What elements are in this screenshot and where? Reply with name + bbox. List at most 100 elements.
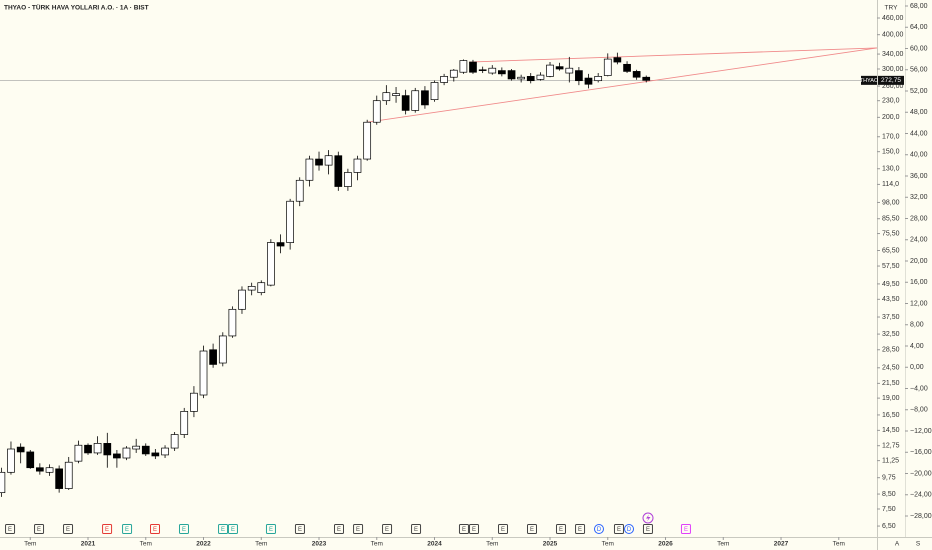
- candle-body: [103, 443, 112, 456]
- x-tick-label: Tem: [255, 541, 267, 548]
- candle-body: [16, 446, 25, 453]
- symbol-badge: [861, 75, 877, 85]
- y-tick-label: 28,50: [882, 347, 900, 354]
- event-label: E: [356, 527, 360, 533]
- y2-tick-label: −28,00: [910, 513, 932, 520]
- event-marker[interactable]: [265, 524, 276, 534]
- event-marker[interactable]: [680, 524, 691, 534]
- y-tick-label: 340,00: [882, 51, 904, 58]
- candle-body: [526, 76, 535, 82]
- y2-tick-label: 48,00: [910, 109, 928, 116]
- y2-tick-label: 0,00: [910, 364, 924, 371]
- event-marker[interactable]: [575, 524, 586, 534]
- candle-body: [623, 63, 631, 72]
- candle-body: [449, 69, 458, 78]
- x-tick-label: 2025: [543, 541, 558, 548]
- y2-tick-label: −20,00: [910, 470, 932, 477]
- event-marker[interactable]: [411, 524, 422, 534]
- candle-body: [64, 461, 73, 489]
- event-marker[interactable]: [333, 524, 344, 534]
- event-marker[interactable]: [150, 524, 161, 534]
- x-tick-label: Tem: [24, 541, 36, 548]
- event-marker[interactable]: [498, 524, 509, 534]
- candle-body: [353, 158, 362, 173]
- candle-body: [286, 200, 294, 243]
- x-tick-label: Tem: [833, 541, 845, 548]
- event-label: E: [472, 527, 476, 533]
- event-marker[interactable]: [63, 524, 74, 534]
- candle-body: [440, 76, 448, 83]
- event-label: E: [231, 527, 235, 533]
- event-marker[interactable]: [458, 524, 469, 534]
- event-marker[interactable]: [34, 524, 45, 534]
- event-label: E: [684, 527, 688, 533]
- event-marker[interactable]: [555, 524, 566, 534]
- candle-body: [334, 155, 343, 187]
- y2-tick-label: −16,00: [910, 449, 932, 456]
- y-tick-label: 12,75: [882, 443, 900, 450]
- y-tick-label: 37,50: [882, 314, 900, 321]
- event-marker[interactable]: [5, 524, 16, 534]
- y2-tick-label: 44,00: [910, 130, 928, 137]
- event-marker[interactable]: [624, 524, 635, 534]
- y2-tick-label: 36,00: [910, 173, 928, 180]
- event-marker[interactable]: [122, 524, 133, 534]
- candle-body: [565, 67, 574, 74]
- y2-tick-label: 68,00: [910, 3, 928, 10]
- candle-body: [74, 444, 83, 462]
- y2-tick-label: 4,00: [910, 343, 924, 350]
- event-marker[interactable]: [294, 524, 305, 534]
- event-marker[interactable]: [593, 524, 604, 534]
- symbol-label: THYAO: [860, 78, 879, 84]
- candle-body: [430, 82, 439, 101]
- y-tick-label: 7,50: [882, 506, 896, 513]
- candle-body: [555, 66, 564, 70]
- event-marker[interactable]: [353, 524, 364, 534]
- currency: TRY: [885, 5, 899, 12]
- y-tick-label: 230,0: [882, 98, 900, 105]
- event-marker[interactable]: [218, 524, 229, 534]
- y2-tick-label: 56,00: [910, 67, 928, 74]
- candle-body: [382, 92, 391, 102]
- candle-body: [469, 61, 477, 73]
- candle-body: [411, 90, 420, 111]
- candle-body: [517, 76, 525, 80]
- scale-button[interactable]: S: [916, 541, 921, 548]
- y2-tick-label: −12,00: [910, 428, 932, 435]
- event-marker[interactable]: [469, 524, 480, 534]
- candle-body: [122, 447, 131, 459]
- scale-button[interactable]: A: [895, 541, 900, 548]
- event-marker[interactable]: [382, 524, 393, 534]
- event-label: E: [462, 527, 466, 533]
- y2-tick-label: 12,00: [910, 300, 928, 307]
- candle-body: [363, 121, 372, 160]
- event-marker[interactable]: [613, 524, 624, 534]
- event-marker[interactable]: [178, 524, 189, 534]
- candle-body: [132, 445, 141, 450]
- y-tick-label: 8,50: [882, 491, 896, 498]
- event-label: E: [530, 527, 534, 533]
- y2-tick-label: −24,00: [910, 492, 932, 499]
- event-label: E: [8, 527, 12, 533]
- candle-body: [247, 285, 256, 291]
- event-marker[interactable]: [642, 524, 653, 534]
- candle-body: [488, 67, 497, 74]
- y-tick-label: 98,00: [882, 199, 900, 206]
- candle-body: [478, 69, 487, 71]
- candle-body: [344, 172, 352, 187]
- candle-body: [305, 158, 314, 181]
- candle-body: [372, 100, 381, 123]
- event-marker[interactable]: [227, 524, 238, 534]
- event-marker[interactable]: [526, 524, 537, 534]
- candle-body: [546, 64, 554, 77]
- candle-body: [151, 452, 160, 457]
- event-marker[interactable]: [102, 524, 113, 534]
- y-tick-label: 6,50: [882, 523, 896, 530]
- event-label: D: [597, 527, 602, 533]
- y2-tick-label: 60,00: [910, 45, 928, 52]
- y-tick-label: 19,00: [882, 395, 900, 402]
- y-tick-label: 114,0: [882, 181, 899, 188]
- y2-tick-label: −4,00: [910, 385, 928, 392]
